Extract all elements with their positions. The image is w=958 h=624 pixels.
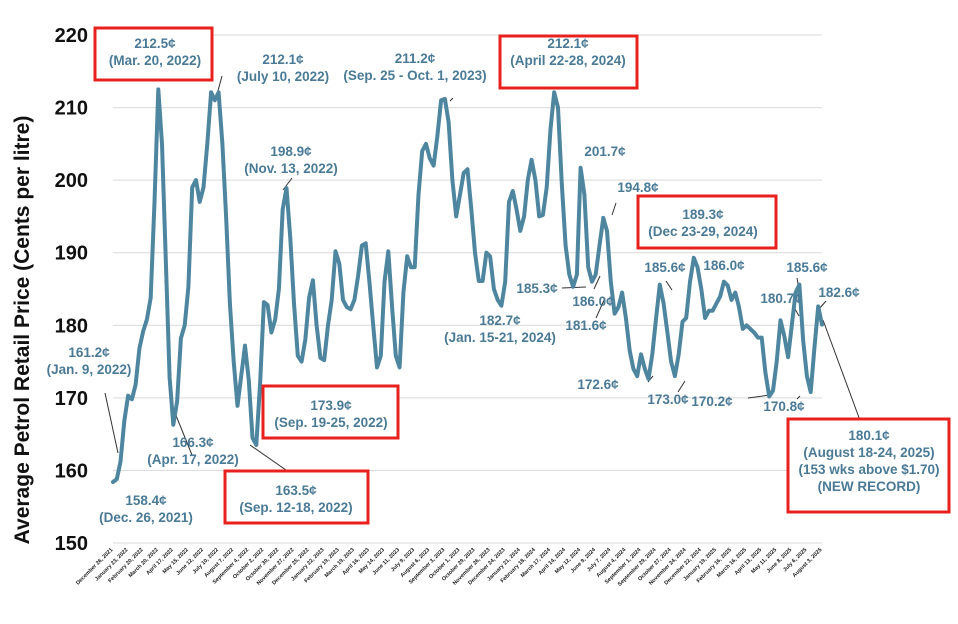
annotation-leader <box>593 275 601 290</box>
y-tick-label: 180 <box>55 315 88 337</box>
annotations-layer: 212.5¢ (Mar. 20, 2022) 212.1¢ (July 10, 202… <box>47 36 940 525</box>
annotation-text: (July 10, 2022) <box>237 69 329 84</box>
annotation-leader <box>747 394 771 399</box>
annotation-text: (Nov. 13, 2022) <box>244 161 338 176</box>
annotation-text: (August 18-24, 2025) <box>803 445 934 460</box>
annotation-text: (153 wks above $1.70) <box>798 462 939 477</box>
annotation-text: 185.3¢ <box>516 281 558 296</box>
y-axis-label: Average Petrol Retail Price (Cents per l… <box>11 116 34 545</box>
annotation-leader <box>796 395 801 400</box>
annotation-text: 186.0¢ <box>703 258 745 273</box>
annotation-text: (Dec 23-29, 2024) <box>648 224 758 239</box>
annotation-text: 170.8¢ <box>763 399 805 414</box>
annotation-text: (Apr. 17, 2022) <box>147 452 239 467</box>
annotation-text: (Sep. 25 - Oct. 1, 2023) <box>343 68 486 83</box>
annotation-text: 186.0¢ <box>572 294 614 309</box>
annotation-text: (Sep. 12-18, 2022) <box>239 500 352 515</box>
annotation-text: (Mar. 20, 2022) <box>109 53 201 68</box>
highlight-box <box>223 469 370 525</box>
series-layer <box>111 87 824 484</box>
annotation-text: 180.7¢ <box>760 291 802 306</box>
y-tick-label: 170 <box>55 388 88 410</box>
annotation-text: 170.2¢ <box>691 394 733 409</box>
annotation-text: 163.5¢ <box>275 483 317 498</box>
annotation-text: 182.6¢ <box>818 285 860 300</box>
annotation-text: (NEW RECORD) <box>818 479 921 494</box>
annotation-text: 182.7¢ <box>479 313 521 328</box>
annotation-text: 194.8¢ <box>617 180 659 195</box>
y-tick-label: 190 <box>55 243 88 265</box>
annotation-leader <box>665 280 673 291</box>
y-tick-label: 150 <box>55 533 88 555</box>
annotation-text: 161.2¢ <box>68 345 110 360</box>
y-tick-label: 210 <box>55 98 88 120</box>
annotation-text: 173.0¢ <box>647 392 689 407</box>
y-tick-labels: 150 160 170 180 190 200 210 220 <box>55 25 88 555</box>
annotation-text: 185.6¢ <box>786 260 828 275</box>
annotation-text: 166.3¢ <box>172 435 214 450</box>
annotation-text: 189.3¢ <box>682 207 724 222</box>
annotation-text: 173.9¢ <box>310 398 352 413</box>
annotation-leader <box>449 97 454 102</box>
highlight-box <box>636 194 778 250</box>
annotation-text: 180.1¢ <box>848 428 890 443</box>
annotation-leader-lines <box>104 75 862 478</box>
highlight-box <box>786 417 951 514</box>
annotation-leader <box>611 202 617 216</box>
annotation-text: 172.6¢ <box>577 377 619 392</box>
y-tick-label: 160 <box>55 460 88 482</box>
y-tick-label: 200 <box>55 170 88 192</box>
annotation-text: (Jan. 15-21, 2024) <box>444 330 556 345</box>
annotation-leader <box>174 412 193 456</box>
annotation-text: 181.6¢ <box>565 318 607 333</box>
annotation-leader <box>104 392 119 454</box>
annotation-text: 211.2¢ <box>395 51 436 66</box>
highlight-box <box>93 26 214 82</box>
highlight-box <box>498 34 639 90</box>
y-tick-label: 220 <box>55 25 88 47</box>
annotation-text: 212.1¢ <box>547 36 589 51</box>
annotation-text: (Sep. 19-25, 2022) <box>274 415 387 430</box>
annotation-text: 201.7¢ <box>584 144 626 159</box>
annotation-leader <box>794 308 800 317</box>
annotation-text: 185.6¢ <box>644 260 686 275</box>
annotation-text: 212.5¢ <box>134 36 176 51</box>
highlight-boxes <box>93 26 951 525</box>
highlight-box <box>261 384 400 440</box>
annotation-leader <box>677 380 686 393</box>
annotation-text: (April 22-28, 2024) <box>510 53 626 68</box>
annotation-text: 198.9¢ <box>270 144 312 159</box>
annotation-text: (Dec. 26, 2021) <box>99 510 193 525</box>
annotation-leader <box>595 297 606 319</box>
annotation-text: (Jan. 9, 2022) <box>47 362 132 377</box>
annotation-leader <box>822 319 862 424</box>
series-line <box>111 87 824 484</box>
annotation-text: 212.1¢ <box>262 52 304 67</box>
annotation-text: 158.4¢ <box>125 493 167 508</box>
